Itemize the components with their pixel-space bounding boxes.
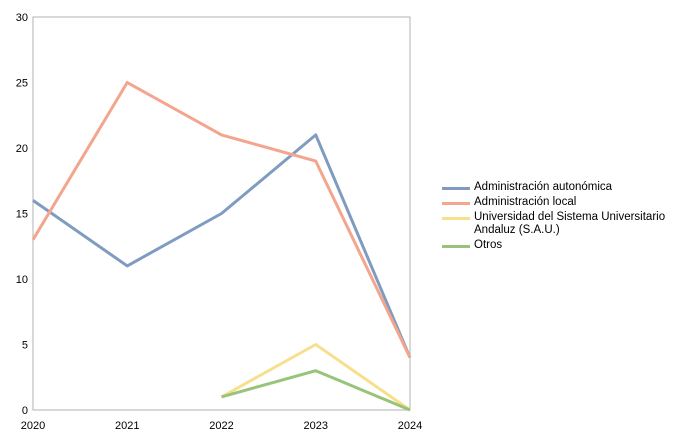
legend: Administración autonómica Administración…: [442, 181, 672, 254]
x-tick-label: 2020: [21, 420, 45, 432]
series-line: [32, 133, 412, 359]
legend-label: Otros: [474, 239, 503, 251]
plot-area-border: [32, 16, 411, 411]
series-line: [220, 343, 411, 412]
series-line: [221, 369, 411, 412]
legend-label: Administración local: [474, 196, 577, 208]
legend-item: Otros: [442, 239, 672, 252]
y-tick-label: 5: [22, 340, 28, 352]
y-tick-label: 10: [16, 274, 28, 286]
y-tick-label: 0: [22, 405, 28, 417]
legend-swatch: [442, 217, 470, 220]
y-axis-ticks: 0 5 10 15 20 25 30: [16, 12, 28, 417]
series-line: [31, 81, 412, 359]
series-lines: [31, 81, 412, 412]
y-tick-label: 25: [16, 78, 28, 90]
legend-label: Administración autonómica: [474, 181, 613, 193]
y-tick-label: 15: [16, 209, 28, 221]
legend-swatch: [442, 187, 470, 190]
x-axis-ticks: 2020 2021 2022 2023 2024: [21, 420, 422, 432]
y-tick-label: 30: [16, 12, 28, 24]
x-tick-label: 2022: [209, 420, 233, 432]
legend-item: Administración autonómica: [442, 181, 672, 194]
x-tick-label: 2021: [115, 420, 139, 432]
x-tick-label: 2023: [304, 420, 328, 432]
y-tick-label: 20: [16, 143, 28, 155]
legend-label: Universidad del Sistema Universitario An…: [474, 211, 666, 236]
legend-item: Universidad del Sistema Universitario An…: [442, 211, 672, 237]
legend-swatch: [442, 202, 470, 205]
legend-item: Administración local: [442, 196, 672, 209]
legend-swatch: [442, 245, 470, 248]
x-tick-label: 2024: [398, 420, 422, 432]
